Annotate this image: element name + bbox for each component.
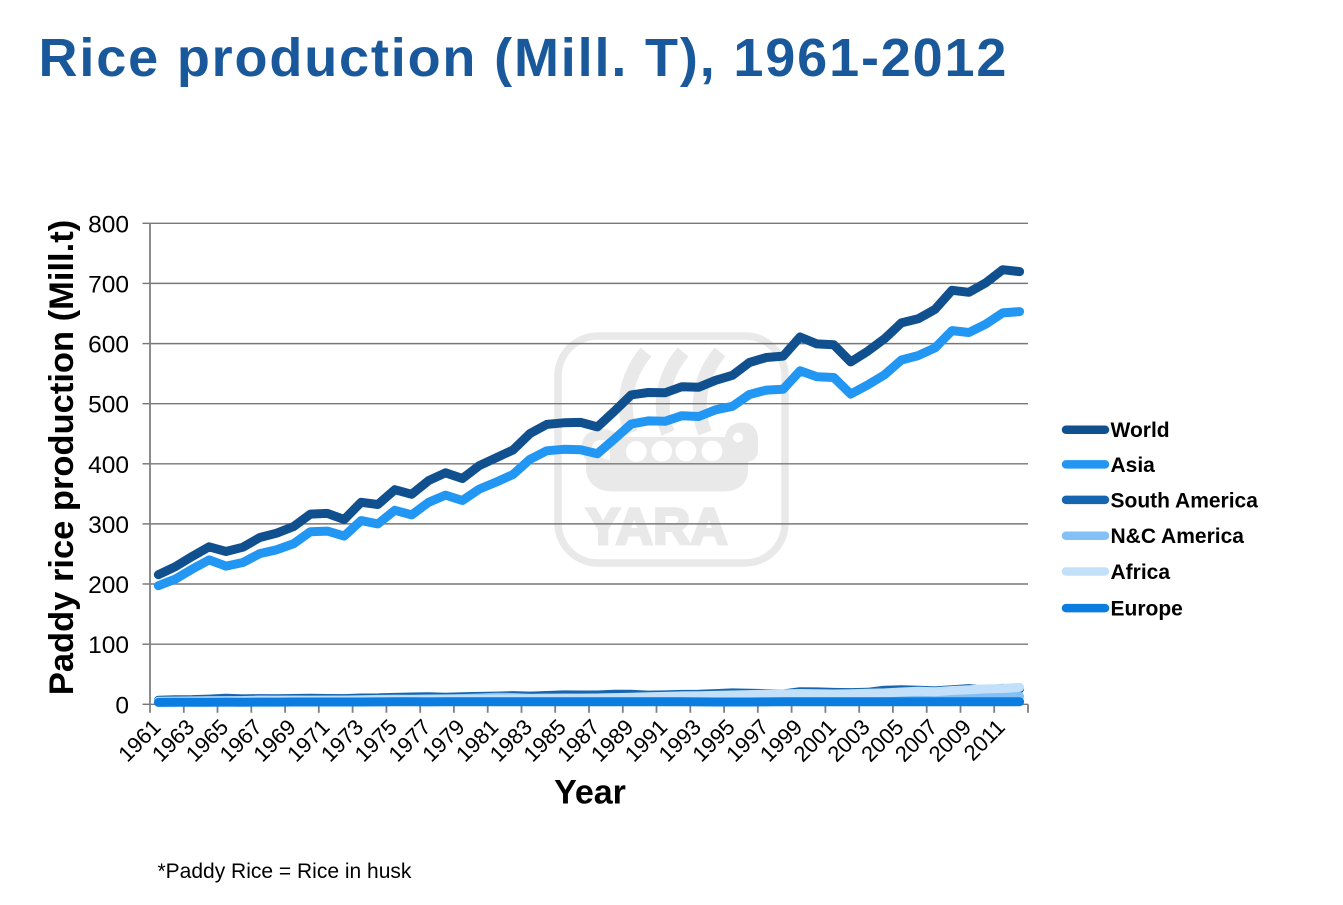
svg-text:0: 0 [115, 692, 129, 719]
svg-text:Asia: Asia [1111, 454, 1156, 477]
svg-text:400: 400 [88, 452, 129, 479]
svg-text:*Paddy Rice = Rice in husk: *Paddy Rice = Rice in husk [158, 860, 412, 883]
svg-text:Africa: Africa [1111, 561, 1171, 584]
svg-text:Europe: Europe [1111, 598, 1183, 621]
svg-text:World: World [1111, 419, 1170, 442]
svg-text:YARA: YARA [586, 498, 728, 555]
svg-text:300: 300 [88, 512, 129, 539]
svg-text:South America: South America [1111, 489, 1259, 512]
svg-text:600: 600 [88, 332, 129, 359]
svg-text:Rice production (Mill. T), 196: Rice production (Mill. T), 1961-2012 [39, 28, 1009, 88]
svg-text:500: 500 [88, 392, 129, 419]
svg-text:2011: 2011 [959, 714, 1010, 765]
svg-text:Paddy rice production (Mill.t): Paddy rice production (Mill.t) [43, 220, 81, 695]
svg-text:700: 700 [88, 271, 129, 298]
svg-text:Year: Year [554, 774, 626, 812]
svg-text:N&C America: N&C America [1111, 525, 1245, 548]
svg-text:200: 200 [88, 572, 129, 599]
svg-text:100: 100 [88, 632, 129, 659]
svg-text:800: 800 [88, 211, 129, 238]
